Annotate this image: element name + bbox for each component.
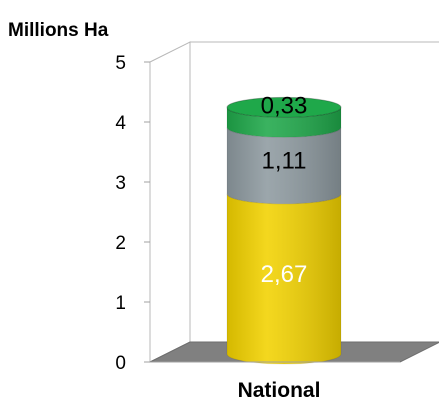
y-axis-title: Millions Ha bbox=[8, 20, 109, 41]
y-tick-label: 5 bbox=[115, 53, 126, 74]
stacked-bar-national: 2,67 1,11 0,33 bbox=[227, 92, 341, 364]
y-tick-label: 0 bbox=[115, 353, 126, 374]
data-label: 0,33 bbox=[261, 92, 308, 119]
y-tick-label: 4 bbox=[115, 113, 126, 134]
y-tick-label: 2 bbox=[115, 233, 126, 254]
x-category-label: National bbox=[238, 379, 321, 402]
y-tick-label: 3 bbox=[115, 173, 126, 194]
y-axis: 0 1 2 3 4 5 bbox=[115, 53, 150, 374]
bar-shading bbox=[227, 107, 341, 364]
data-label: 1,11 bbox=[262, 148, 307, 175]
y-tick-label: 1 bbox=[115, 293, 126, 314]
x-axis: National bbox=[150, 362, 400, 402]
data-label: 2,67 bbox=[261, 261, 308, 288]
side-wall bbox=[150, 42, 190, 362]
